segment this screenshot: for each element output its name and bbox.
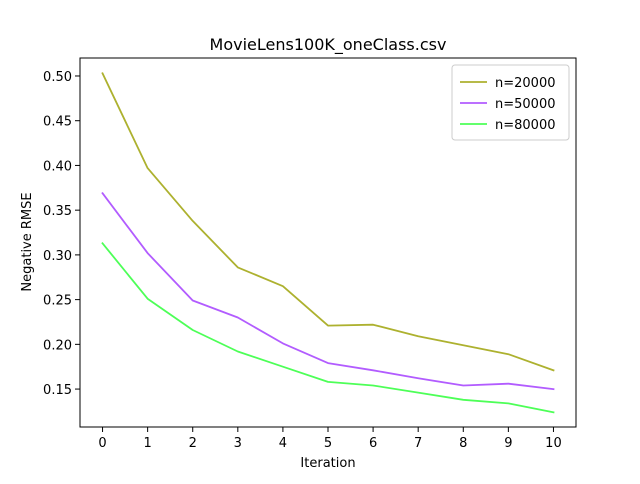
legend-label: n=20000 [495, 76, 556, 91]
y-tick-label: 0.15 [43, 383, 72, 398]
x-axis-label: Iteration [300, 456, 355, 471]
x-tick-label: 2 [189, 436, 197, 451]
x-tick-label: 0 [98, 436, 106, 451]
legend: n=20000 n=50000 n=80000 [452, 65, 569, 140]
chart-title: MovieLens100K_oneClass.csv [210, 35, 447, 55]
x-tick-label: 9 [504, 436, 512, 451]
x-tick-label: 7 [414, 436, 422, 451]
legend-label: n=50000 [495, 97, 556, 112]
y-tick-label: 0.45 [43, 115, 72, 130]
x-tick-label: 10 [545, 436, 562, 451]
x-tick-label: 6 [369, 436, 377, 451]
x-tick-label: 3 [234, 436, 242, 451]
y-tick-label: 0.25 [43, 294, 72, 309]
legend-label: n=80000 [495, 118, 556, 133]
y-tick-label: 0.35 [43, 204, 72, 219]
x-tick-label: 4 [279, 436, 287, 451]
y-axis-label: Negative RMSE [20, 192, 35, 291]
y-tick-label: 0.30 [43, 249, 72, 264]
y-tick-label: 0.40 [43, 159, 72, 174]
x-tick-label: 1 [143, 436, 151, 451]
x-tick-label: 8 [459, 436, 467, 451]
y-tick-label: 0.50 [43, 70, 72, 85]
y-tick-label: 0.20 [43, 338, 72, 353]
x-tick-label: 5 [324, 436, 332, 451]
